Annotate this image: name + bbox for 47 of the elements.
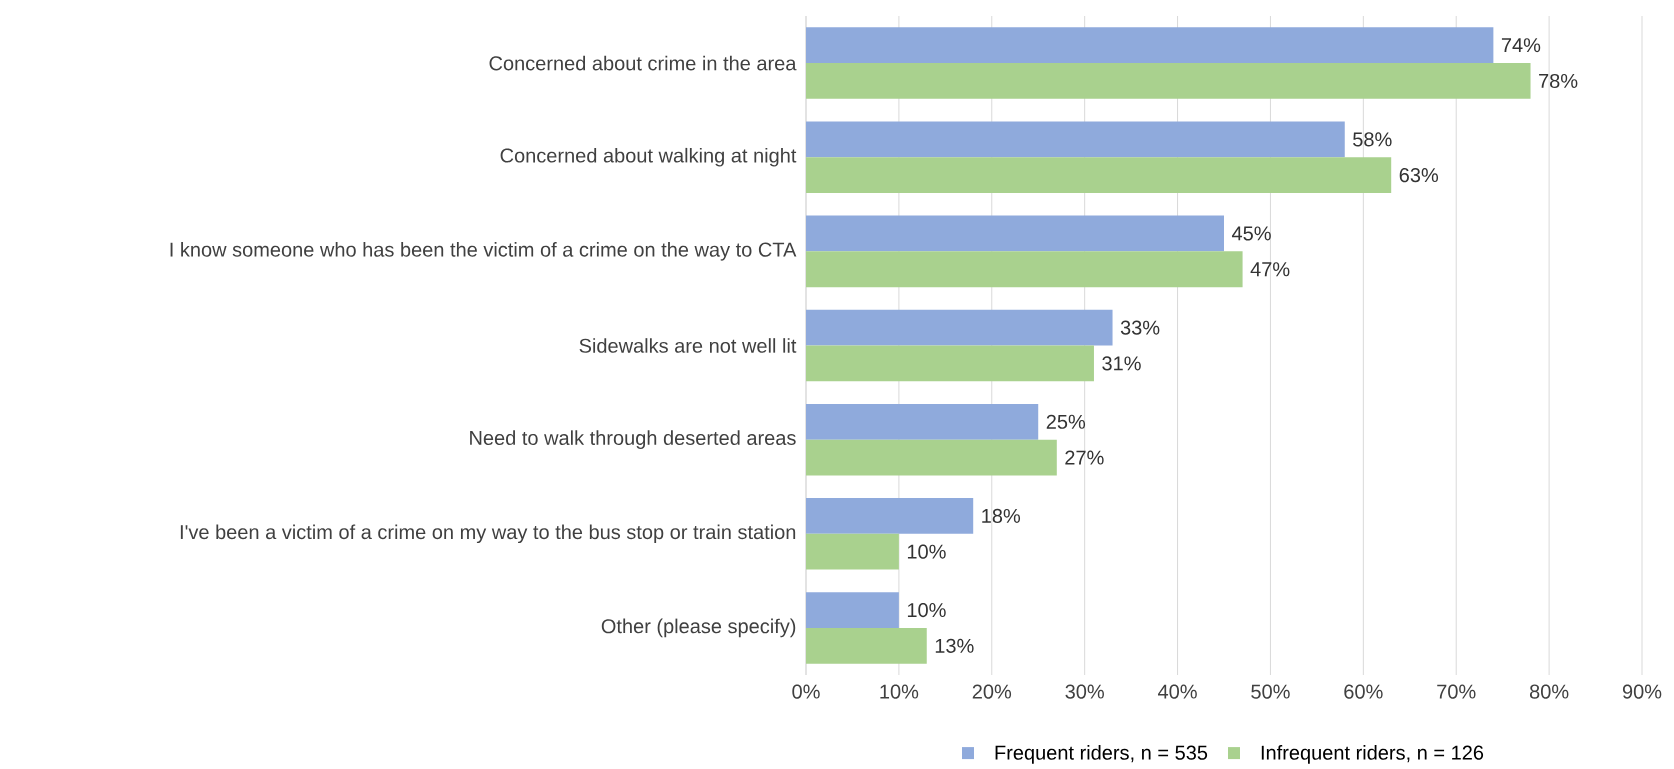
bar (806, 63, 1531, 99)
bar (806, 345, 1094, 382)
x-tick-label: 50% (1251, 684, 1290, 699)
y-tick-label: Need to walk through deserted areas (470, 430, 796, 449)
data-label: 18% (982, 508, 1021, 523)
x-tick-label: 70% (1437, 684, 1476, 699)
x-tick-label: 0% (792, 684, 820, 699)
y-tick-label: I know someone who has been the victim of a crime on the way to CTA (170, 242, 797, 261)
legend-label: Frequent riders, n = 535 (995, 745, 1208, 764)
y-tick-label: Concerned about walking at night (500, 147, 797, 167)
data-label: 25% (1046, 414, 1086, 429)
data-label: 33% (1120, 320, 1160, 335)
bar (806, 215, 1224, 252)
x-tick-label: 10% (880, 684, 919, 699)
data-label: 13% (935, 638, 974, 653)
bar (806, 27, 1494, 64)
bar (806, 533, 899, 570)
y-tick-label: I've been a victim of a crime on my way to the bus stop or train station (180, 524, 796, 544)
data-label: 47% (1250, 262, 1290, 277)
data-label: 27% (1065, 450, 1104, 465)
data-label: 58% (1353, 132, 1392, 147)
bar (806, 592, 899, 628)
x-tick-label: 80% (1529, 684, 1569, 699)
data-label: 74% (1501, 38, 1541, 53)
bar (806, 627, 927, 664)
legend-label: Infrequent riders, n = 126 (1261, 745, 1484, 764)
data-label: 10% (907, 544, 946, 559)
x-tick-label: 20% (972, 684, 1012, 699)
x-tick-label: 30% (1065, 684, 1104, 699)
bar (806, 121, 1345, 158)
y-tick-label: Other (please specify) (601, 618, 796, 638)
x-tick-label: 40% (1158, 684, 1197, 699)
x-tick-label: 60% (1344, 684, 1383, 699)
bar (806, 309, 1113, 346)
x-tick-label: 90% (1622, 684, 1662, 699)
y-tick-label: Sidewalks are not well lit (579, 338, 797, 353)
bar (806, 403, 1039, 440)
data-label: 78% (1539, 73, 1578, 89)
bar (806, 498, 974, 534)
bar (806, 251, 1243, 288)
bar (806, 157, 1392, 193)
bar (806, 439, 1057, 476)
data-label: 31% (1102, 356, 1141, 371)
data-label: 10% (907, 602, 946, 618)
data-label: 63% (1399, 168, 1439, 183)
data-label: 45% (1231, 226, 1271, 241)
y-tick-label: Concerned about crime in the area (489, 55, 797, 71)
